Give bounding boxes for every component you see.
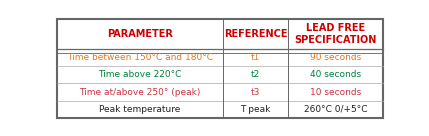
Text: Time between 150°C and 180°C: Time between 150°C and 180°C <box>67 53 213 62</box>
Text: t2: t2 <box>251 70 260 79</box>
Text: LEAD FREE
SPECIFICATION: LEAD FREE SPECIFICATION <box>294 23 377 45</box>
Text: t3: t3 <box>251 88 260 97</box>
Text: t1: t1 <box>251 53 260 62</box>
Text: 10 seconds: 10 seconds <box>310 88 361 97</box>
Text: T peak: T peak <box>241 105 271 114</box>
Text: REFERENCE: REFERENCE <box>224 29 287 39</box>
Text: 90 seconds: 90 seconds <box>310 53 361 62</box>
Text: 260°C 0/+5°C: 260°C 0/+5°C <box>304 105 367 114</box>
Text: Time at/above 250° (peak): Time at/above 250° (peak) <box>79 88 201 97</box>
Text: Peak temperature: Peak temperature <box>100 105 181 114</box>
Text: Time above 220°C: Time above 220°C <box>98 70 182 79</box>
Text: 40 seconds: 40 seconds <box>310 70 361 79</box>
Text: PARAMETER: PARAMETER <box>107 29 173 39</box>
